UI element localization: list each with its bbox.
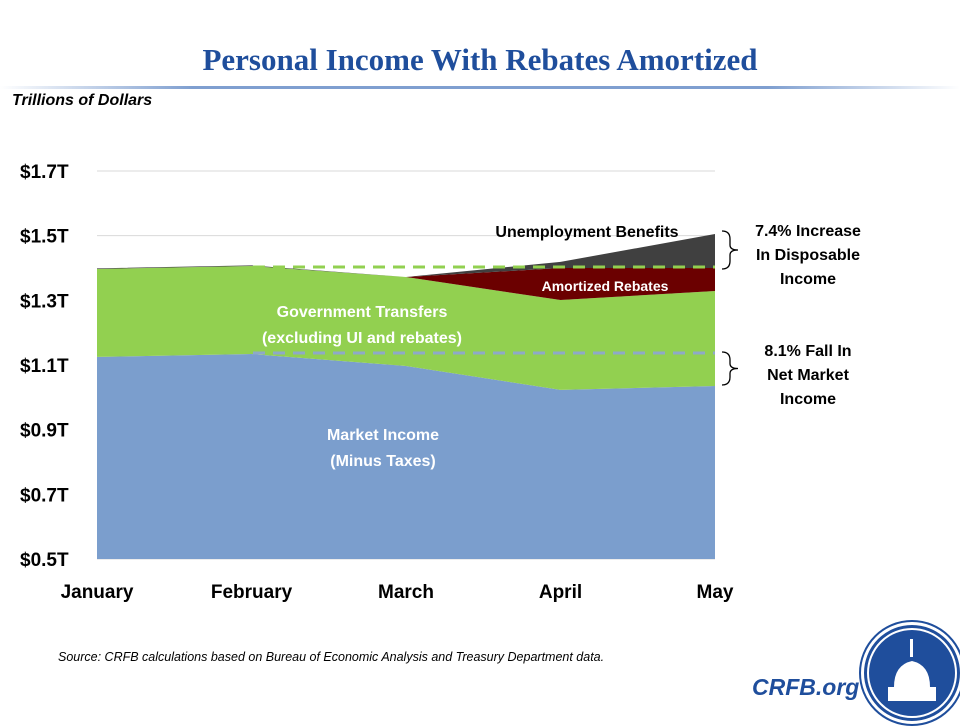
y-tick-label: $1.3T [20, 291, 69, 312]
area-market-income-minus-taxes- [97, 354, 715, 559]
series-label: Unemployment Benefits [495, 224, 678, 241]
annotation-text: In Disposable [756, 247, 860, 264]
area-amortized-rebates [97, 266, 715, 301]
annotation-text: Income [780, 391, 836, 408]
source-note: Source: CRFB calculations based on Burea… [58, 650, 605, 664]
series-label: (Minus Taxes) [330, 453, 436, 470]
increase-brace [721, 230, 739, 270]
fall-brace [721, 351, 739, 386]
x-tick-label: February [211, 582, 293, 603]
y-tick-label: $1.7T [20, 162, 69, 183]
x-tick-label: January [61, 582, 134, 603]
y-tick-label: $0.9T [20, 421, 69, 442]
series-label: (excluding UI and rebates) [262, 330, 462, 347]
annotation-text: 8.1% Fall In [764, 343, 851, 360]
annotation-text: Net Market [767, 367, 849, 384]
y-tick-label: $1.1T [20, 356, 69, 377]
y-tick-label: $0.5T [20, 550, 69, 571]
series-label: Government Transfers [277, 304, 448, 321]
series-label: Market Income [327, 427, 439, 444]
y-tick-label: $0.7T [20, 485, 69, 506]
capitol-logo-icon [861, 622, 960, 724]
brand-url[interactable]: CRFB.org [752, 674, 860, 700]
annotation-text: 7.4% Increase [755, 223, 861, 240]
series-label: Amortized Rebates [542, 278, 669, 294]
x-tick-label: April [539, 582, 582, 603]
y-tick-label: $1.5T [20, 227, 69, 248]
y-axis-label: Trillions of Dollars [12, 92, 153, 109]
title-divider [0, 86, 960, 89]
x-tick-label: March [378, 582, 434, 603]
x-tick-label: May [697, 582, 734, 603]
annotation-text: Income [780, 271, 836, 288]
chart-title: Personal Income With Rebates Amortized [202, 42, 758, 77]
area-government-transfers-excluding-ui-and-rebates- [97, 266, 715, 390]
